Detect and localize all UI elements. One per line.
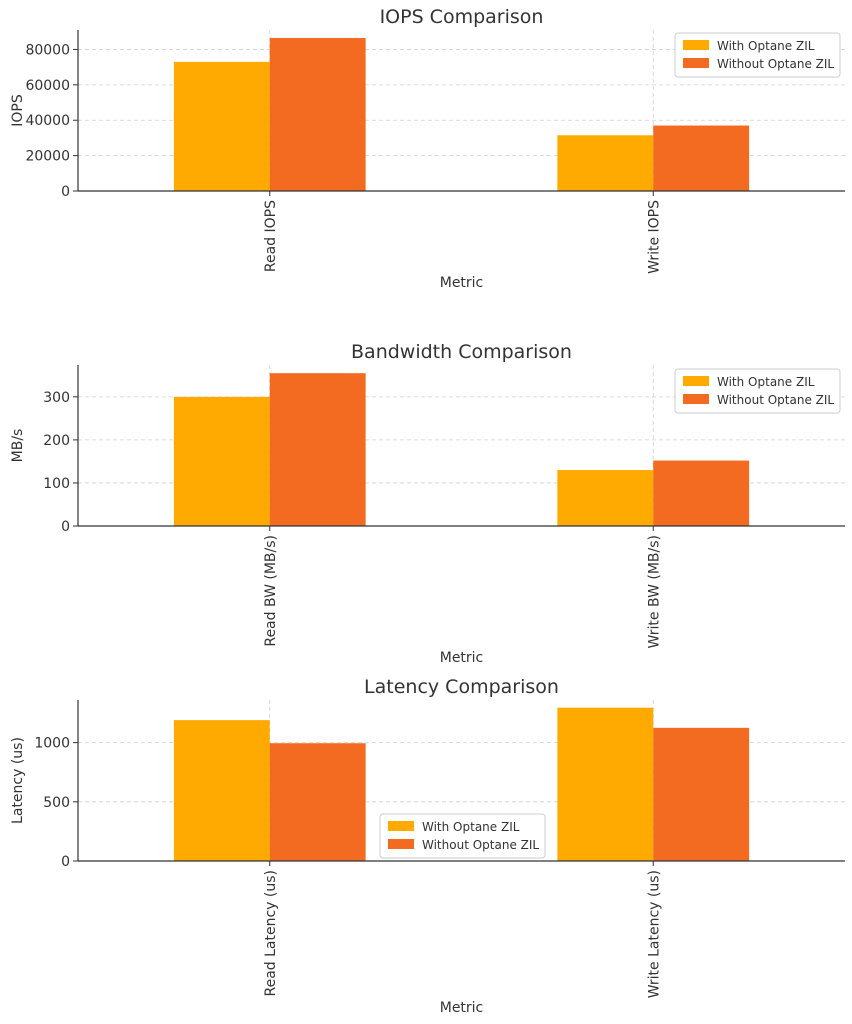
bar [269, 37, 366, 191]
y-tick-label: 20000 [25, 149, 70, 165]
bar [653, 125, 750, 191]
legend-entry: Without Optane ZIL [717, 57, 834, 71]
chart-panel-1: 0 20000 40000 60000 80000 Read IOPS Write IOPS… [10, 6, 845, 291]
legend: With Optane ZIL Without Optane ZIL [674, 32, 841, 78]
legend: With Optane ZIL Without Optane ZIL [674, 368, 841, 414]
legend-entry: Without Optane ZIL [717, 393, 834, 407]
x-tick-label: Write BW (MB/s) [646, 535, 662, 648]
legend-swatch [683, 394, 709, 404]
legend-swatch [388, 821, 414, 831]
legend-entry: With Optane ZIL [717, 375, 815, 389]
x-tick-label: Write Latency (us) [646, 870, 662, 998]
y-tick-label: 60000 [25, 78, 70, 94]
y-tick-label: 200 [43, 433, 70, 449]
legend-swatch [683, 40, 709, 50]
chart-title: IOPS Comparison [380, 6, 544, 28]
legend-box [379, 813, 546, 859]
bar [173, 61, 270, 191]
bar [269, 373, 366, 526]
bar [173, 396, 270, 526]
bar [557, 135, 654, 191]
x-tick-label: Read BW (MB/s) [263, 535, 279, 647]
chart-title: Bandwidth Comparison [351, 341, 572, 363]
chart-title: Latency Comparison [364, 676, 559, 698]
y-axis-label: Latency (us) [10, 737, 26, 824]
y-tick-label: 0 [61, 519, 70, 535]
legend-swatch [683, 58, 709, 68]
y-tick-label: 40000 [25, 113, 70, 129]
legend-entry: With Optane ZIL [717, 39, 815, 53]
x-axis-label: Metric [440, 650, 484, 666]
bar [557, 470, 654, 526]
y-tick-label: 300 [43, 390, 70, 406]
x-tick-label: Read IOPS [263, 200, 279, 272]
bar [173, 720, 270, 861]
x-tick-label: Write IOPS [646, 200, 662, 274]
legend-box [674, 368, 841, 414]
y-tick-label: 500 [43, 795, 70, 811]
legend-entry: Without Optane ZIL [422, 838, 539, 852]
y-axis-label: IOPS [10, 94, 26, 127]
y-tick-label: 0 [61, 854, 70, 870]
legend: With Optane ZIL Without Optane ZIL [379, 813, 546, 859]
x-axis-label: Metric [440, 275, 484, 291]
y-tick-label: 1000 [34, 736, 70, 752]
legend-box [674, 32, 841, 78]
chart-panel-2: 0 100 200 300 Read BW (MB/s) Write BW (MB/s) B… [10, 341, 845, 666]
bar [557, 707, 654, 861]
x-tick-label: Read Latency (us) [263, 870, 279, 997]
x-axis-label: Metric [440, 1000, 484, 1016]
y-axis-label: MB/s [10, 429, 26, 463]
bar [269, 743, 366, 861]
y-tick-label: 80000 [25, 42, 70, 58]
legend-entry: With Optane ZIL [422, 820, 520, 834]
y-tick-label: 100 [43, 476, 70, 492]
y-tick-label: 0 [61, 184, 70, 200]
chart-panel-3: 0 500 1000 Read Latency (us) Write Latency (… [10, 676, 845, 1016]
bar [653, 460, 750, 526]
legend-swatch [388, 839, 414, 849]
bar [653, 727, 750, 861]
legend-swatch [683, 376, 709, 386]
